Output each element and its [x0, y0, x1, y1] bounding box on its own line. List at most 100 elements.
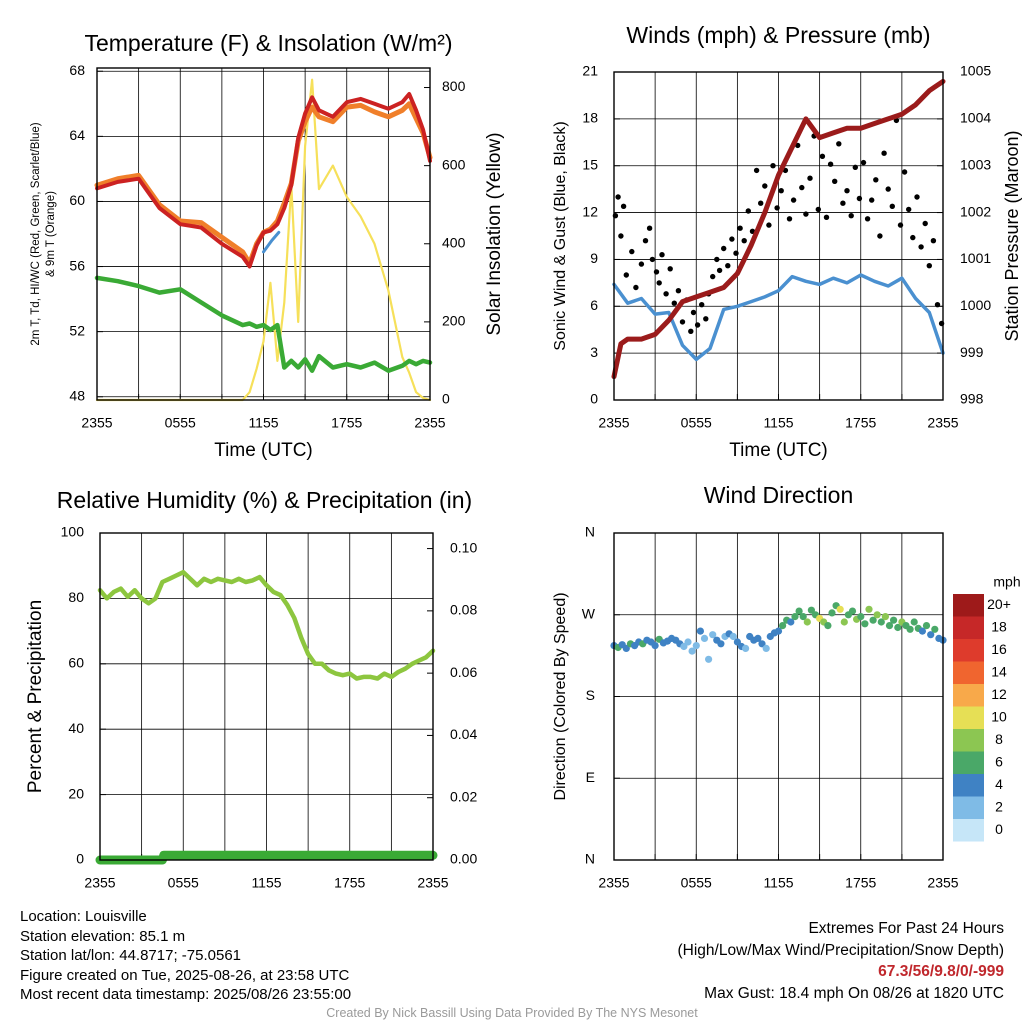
wind-direction-point [840, 618, 848, 626]
gust-point [885, 186, 891, 192]
wind-yr-tick-label: 1000 [960, 297, 991, 313]
legend-label: 16 [991, 641, 1007, 657]
rh-yr-tick-label: 0.08 [450, 602, 477, 618]
wind-x-tick-label: 2355 [927, 415, 958, 431]
gust-point [897, 222, 904, 228]
legend-label: 12 [991, 686, 1007, 702]
temp-chart-title: Temperature (F) & Insolation (W/m²) [84, 30, 452, 56]
rh-chart-title: Relative Humidity (%) & Precipitation (i… [57, 487, 472, 513]
rh-y-tick-label: 80 [68, 589, 84, 605]
wind-direction-point [795, 607, 803, 615]
gust-point [646, 225, 653, 231]
gust-point [679, 319, 686, 325]
temp-yr-tick-label: 0 [442, 391, 450, 407]
rh-x-tick-label: 2355 [84, 875, 115, 891]
temp-2m-line [95, 92, 432, 269]
gust-point [629, 248, 635, 255]
gust-point [852, 164, 858, 170]
wind-x-tick-label: 0555 [681, 415, 712, 431]
gust-point [864, 216, 871, 222]
legend-swatch [953, 774, 984, 797]
gust-point [774, 205, 780, 211]
wind-direction-point [742, 644, 750, 653]
temp-x-tick-label: 2355 [81, 415, 112, 431]
rh-y-tick-label: 100 [61, 524, 85, 540]
elevation-text: Station elevation: 85.1 m [20, 927, 186, 945]
gust-point [819, 153, 826, 159]
location-text: Location: Louisville [20, 908, 147, 925]
gust-point [663, 291, 669, 297]
wind-direction-point [803, 618, 811, 626]
dir-x-tick-label: 2355 [598, 875, 629, 891]
wind-direction-point [890, 616, 898, 624]
wind-direction-point [922, 622, 931, 630]
wind-direction-point [622, 644, 630, 653]
gust-point [690, 309, 697, 316]
legend-label: 14 [991, 663, 1007, 679]
temp-yr-tick-label: 400 [442, 234, 466, 250]
legend-label: 20+ [987, 596, 1011, 612]
gust-point [733, 250, 739, 256]
wind-yr-tick-label: 1003 [960, 156, 991, 172]
gust-point [703, 316, 709, 322]
wind-y-tick-label: 18 [582, 110, 598, 126]
extremes-values: 67.3/56/9.8/0/-999 [878, 963, 1004, 980]
gust-point [762, 183, 768, 189]
wind-y-tick-label: 15 [582, 156, 598, 172]
legend-swatch [953, 706, 984, 729]
temp-y-label: 2m T, Td, HI/WC (Red, Green, Scarlet/Blu… [30, 122, 42, 345]
gust-point [714, 256, 720, 263]
temp-y-tick-label: 52 [69, 322, 85, 338]
wind-direction-point [857, 613, 865, 621]
hi-wc-line [262, 230, 281, 254]
wind-direction-point [696, 627, 705, 635]
wind-x-tick-label: 1155 [763, 415, 793, 431]
wind-direction-point [931, 625, 939, 633]
gust-point [656, 280, 662, 286]
legend-swatch [953, 729, 984, 752]
wind-plot-border [613, 71, 944, 401]
wind-direction-point [869, 616, 877, 624]
wind-direction-point [910, 618, 918, 626]
rh-y-tick-label: 40 [68, 720, 84, 736]
credit-text: Created By Nick Bassill Using Data Provi… [326, 1006, 698, 1020]
dir-plot-border [613, 532, 944, 861]
legend-swatch [953, 661, 984, 684]
gust-point [675, 288, 682, 294]
legend-label: 2 [995, 798, 1003, 814]
wind-direction-point [717, 640, 725, 648]
dir-x-tick-label: 1755 [845, 875, 876, 891]
rh-x-tick-label: 0555 [168, 875, 199, 891]
recent-data-text: Most recent data timestamp: 2025/08/26 2… [20, 986, 352, 1003]
dir-x-tick-label: 2355 [927, 875, 958, 891]
rh-x-tick-label: 2355 [417, 875, 448, 891]
wind-y-tick-label: 3 [590, 344, 598, 360]
gust-point [807, 175, 813, 181]
legend-label: 10 [991, 708, 1007, 724]
gust-point [790, 197, 797, 203]
rh-y-tick-label: 60 [68, 655, 84, 671]
temp-x-tick-label: 1155 [248, 415, 278, 431]
gust-point [725, 263, 731, 269]
dir-y-tick-label: S [586, 687, 595, 703]
dir-y-label: Direction (Colored By Speed) [552, 592, 569, 800]
wind-y-tick-label: 6 [590, 297, 598, 313]
gust-point [741, 238, 747, 244]
temp-y-label-2: & 9m T (Orange) [45, 191, 57, 277]
gust-point [758, 200, 764, 206]
legend-label: 0 [995, 821, 1003, 837]
wind-yr-tick-label: 1002 [960, 203, 991, 219]
legend-swatch [953, 639, 984, 662]
wind-direction-point [848, 607, 857, 615]
gust-point [799, 184, 805, 191]
legend-swatch [953, 594, 984, 617]
gust-point [827, 161, 834, 167]
wind-direction-point [774, 627, 783, 635]
wind-direction-point [692, 642, 700, 650]
gust-point [659, 252, 665, 258]
rh-yr-tick-label: 0.00 [450, 851, 477, 867]
wind-direction-point [877, 618, 885, 626]
gust-point [832, 178, 838, 184]
